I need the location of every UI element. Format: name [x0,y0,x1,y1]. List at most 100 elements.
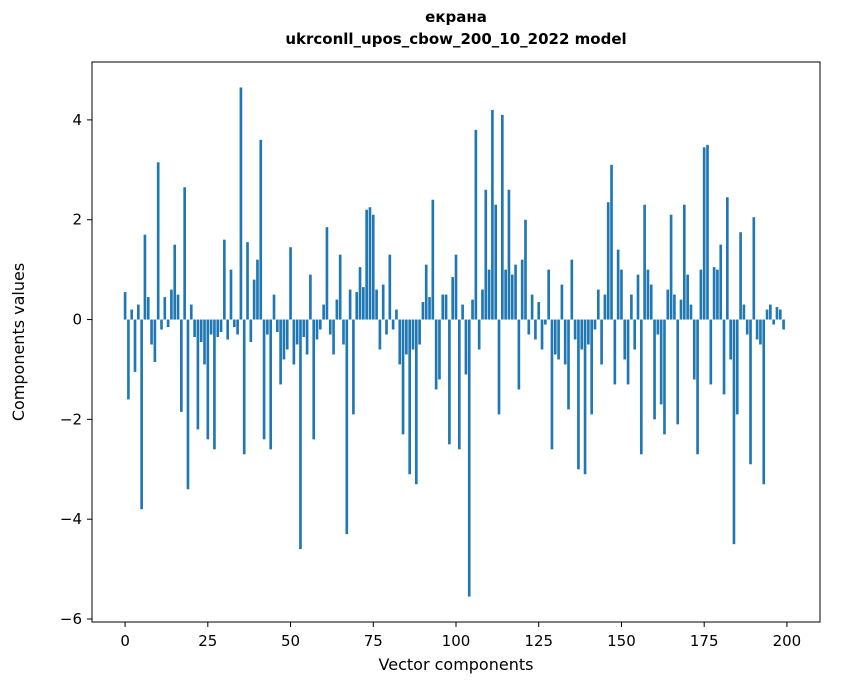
bar [600,319,603,365]
bar [146,297,150,320]
bar [639,319,643,455]
bar [692,319,696,380]
bar [371,214,375,320]
bar [348,289,352,320]
bar [451,277,455,320]
bar [762,319,766,485]
bar [563,319,567,365]
bar [752,217,756,320]
bar [633,319,637,350]
bar [176,294,180,320]
bar [127,319,130,400]
bar [242,319,246,455]
bar [712,267,716,320]
bar [362,287,365,320]
bar [610,164,613,320]
bar [196,319,200,430]
bar [335,299,339,320]
bar [421,302,425,320]
bar [722,319,726,395]
bar [676,319,680,425]
bar [395,309,398,320]
bar [272,294,276,320]
chart-title-model: ukrconll_upos_cbow_200_10_2022 model [285,30,626,48]
bar [778,309,782,320]
bar [620,269,623,320]
bar [183,187,186,320]
bar [319,319,322,330]
x-tick-label: 50 [281,632,300,650]
bar [461,304,464,320]
bar [275,319,279,333]
y-tick-label: 0 [72,311,82,329]
bar [683,204,686,320]
bar [514,264,517,320]
bar [606,202,610,320]
bar [477,319,481,350]
bar [491,109,494,320]
bar [524,219,527,320]
bar [603,294,607,320]
bar [232,319,236,328]
bar [438,319,441,380]
bar [497,319,501,415]
y-tick-label: 4 [72,111,82,129]
bar [375,289,378,320]
bar [520,259,524,320]
bar [772,319,775,325]
bar [381,284,385,320]
x-tick-label: 25 [198,632,217,650]
bar [133,319,137,372]
bar [573,319,577,340]
bar [239,87,243,320]
bar [246,242,249,320]
bar [143,234,147,320]
bar [623,319,627,360]
bar [358,267,362,320]
bar [580,319,584,350]
bar [140,319,143,510]
bar [305,319,309,355]
bar [189,304,193,320]
bar [322,304,325,320]
bar [775,307,779,320]
bar [352,319,355,415]
bar [739,232,742,320]
bar [285,319,289,350]
x-tick-label: 0 [120,632,130,650]
bar [368,207,372,320]
bar [312,319,316,440]
bar [653,319,656,420]
bar [153,319,157,362]
bar [256,259,259,320]
bar [742,304,746,320]
bar [186,319,190,490]
bar [765,309,769,320]
plot-area: 0 25 50 75 100 125 150 175 200 −6 −4 −2 0 2 4 [60,61,821,650]
x-tick-label: 175 [690,632,719,650]
bar [716,269,719,320]
bar [408,319,411,475]
bar [755,319,759,340]
bar [229,269,233,320]
bar [749,319,752,465]
bar [510,274,514,320]
bar [507,189,511,320]
bar [160,319,163,330]
bar [487,269,491,320]
bar [709,319,713,385]
bar [130,309,134,320]
bar [501,114,504,320]
bar [332,319,335,355]
bar [577,319,580,470]
bar [464,319,468,375]
bar [702,147,706,320]
bar [302,319,306,338]
bar [203,319,206,365]
bar [328,319,332,335]
bar [613,319,617,385]
y-tick-label: −6 [60,610,82,628]
bar [213,319,216,450]
